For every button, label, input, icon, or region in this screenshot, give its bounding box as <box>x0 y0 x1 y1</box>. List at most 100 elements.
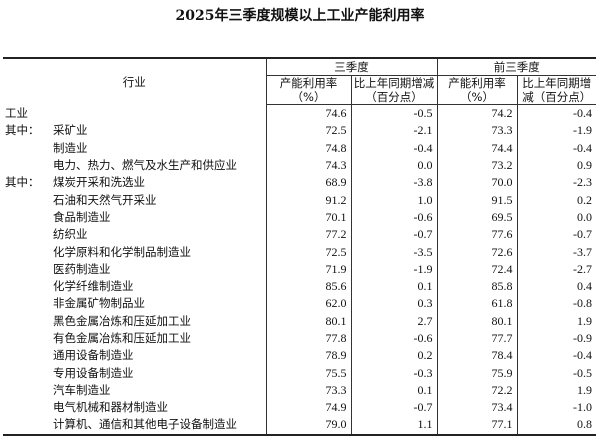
ytd-change-cell: 1.9 <box>577 382 592 397</box>
table-row: 专用设备制造业 75.5 -0.3 75.9 -0.5 <box>3 364 596 382</box>
ytd-rate-cell: 72.2 <box>437 381 518 400</box>
q3-change-cell: 0.1 <box>351 277 438 296</box>
q3-rate-cell: 74.6 <box>266 104 352 123</box>
table-row: 非金属矿物制品业 62.0 0.3 61.8 -0.8 <box>3 295 596 313</box>
row-label: 制造业 <box>53 140 88 155</box>
q3-change-cell: 0.2 <box>351 347 438 365</box>
q3-change-cell: -0.7 <box>351 399 438 417</box>
ytd-change-cell: 1.9 <box>577 313 592 328</box>
ytd-rate-cell: 73.2 <box>437 156 518 175</box>
ytd-rate-cell: 77.6 <box>437 226 518 244</box>
ytd-rate-cell: 85.8 <box>437 277 518 296</box>
row-label: 化学原料和化学制品制造业 <box>53 244 191 259</box>
table-row: 化学纤维制造业 85.6 0.1 85.8 0.4 <box>3 277 596 296</box>
ytd-change-cell: -1.0 <box>573 400 592 415</box>
industry-name: 工业 <box>3 104 267 123</box>
table-row: 其中： 采矿业 72.5 -2.1 73.3 -1.9 <box>3 122 596 140</box>
ytd-rate-cell: 91.5 <box>437 191 518 209</box>
table-row: 工业 74.6 -0.5 74.2 -0.4 <box>3 104 596 123</box>
capacity-utilization-table: 行业 三季度 前三季度 产能利用率（%） 比上年同期增减（百分点） 产能利用率（… <box>3 57 596 436</box>
ytd-rate-cell: 80.1 <box>437 312 518 330</box>
industry-name: 计算机、通信和其他电子设备制造业 <box>3 416 267 436</box>
table-row: 医药制造业 71.9 -1.9 72.4 -2.7 <box>3 260 596 278</box>
industry-name: 纺织业 <box>3 226 267 244</box>
q3-rate-cell: 73.3 <box>266 381 352 400</box>
industry-name: 化学纤维制造业 <box>3 277 267 296</box>
industry-name: 电气机械和器材制造业 <box>3 399 267 417</box>
ytd-rate-cell: 73.4 <box>437 399 518 417</box>
ytd-rate-cell: 61.8 <box>437 295 518 313</box>
industry-name: 食品制造业 <box>3 208 267 227</box>
table-row: 石油和天然气开采业 91.2 1.0 91.5 0.2 <box>3 191 596 209</box>
page-title: 2025年三季度规模以上工业产能利用率 <box>175 8 425 24</box>
row-label: 非金属矿物制品业 <box>53 296 145 311</box>
header-q3-rate: 产能利用率（%） <box>266 75 352 105</box>
q3-change-cell: 2.7 <box>351 312 438 330</box>
ytd-change-cell: -0.5 <box>573 365 592 380</box>
q3-change-cell: -0.6 <box>351 329 438 348</box>
row-prefix: 其中： <box>5 175 40 190</box>
industry-name: 专用设备制造业 <box>3 364 267 382</box>
table-row: 电气机械和器材制造业 74.9 -0.7 73.4 -1.0 <box>3 399 596 417</box>
ytd-rate-cell: 73.3 <box>437 122 518 140</box>
row-label: 煤炭开采和洗选业 <box>53 175 145 190</box>
ytd-rate-cell: 74.2 <box>437 104 518 123</box>
ytd-change-cell: -1.9 <box>573 123 592 138</box>
row-label: 食品制造业 <box>53 209 111 224</box>
header-ytd-rate: 产能利用率（%） <box>437 75 518 105</box>
row-label: 通用设备制造业 <box>53 348 134 363</box>
q3-rate-cell: 72.5 <box>266 243 352 261</box>
industry-name: 黑色金属冶炼和压延加工业 <box>3 312 267 330</box>
ytd-change-cell: 0.4 <box>577 279 592 294</box>
q3-change-cell: 1.0 <box>351 191 438 209</box>
industry-name: 电力、热力、燃气及水生产和供应业 <box>3 156 267 175</box>
header-q3: 三季度 <box>266 57 438 76</box>
ytd-rate-cell: 75.9 <box>437 364 518 382</box>
q3-rate-cell: 75.5 <box>266 364 352 382</box>
industry-name: 其中： 采矿业 <box>3 122 267 140</box>
row-label: 计算机、通信和其他电子设备制造业 <box>53 417 237 432</box>
q3-rate-cell: 80.1 <box>266 312 352 330</box>
q3-change-cell: -0.5 <box>351 104 438 123</box>
industry-name: 汽车制造业 <box>3 381 267 400</box>
q3-change-cell: 0.3 <box>351 295 438 313</box>
q3-rate-cell: 77.8 <box>266 329 352 348</box>
header-ytd-change: 比上年同期增减（百分点） <box>517 75 596 105</box>
ytd-change-cell: -0.4 <box>573 106 592 121</box>
table-row: 其中： 煤炭开采和洗选业 68.9 -3.8 70.0 -2.3 <box>3 174 596 192</box>
industry-name: 非金属矿物制品业 <box>3 295 267 313</box>
ytd-rate-cell: 74.4 <box>437 139 518 157</box>
table-row: 纺织业 77.2 -0.7 77.6 -0.7 <box>3 226 596 244</box>
industry-name: 制造业 <box>3 139 267 157</box>
row-label: 化学纤维制造业 <box>53 279 134 294</box>
ytd-change-cell: -0.7 <box>573 227 592 242</box>
ytd-change-cell: -0.8 <box>573 296 592 311</box>
header-q3-change: 比上年同期增减（百分点） <box>351 75 438 105</box>
ytd-change-cell: 0.9 <box>577 158 592 173</box>
ytd-change-cell: 0.8 <box>517 416 596 436</box>
q3-change-cell: -3.8 <box>351 174 438 192</box>
q3-change-cell: 1.1 <box>351 416 438 436</box>
q3-rate-cell: 74.3 <box>266 156 352 175</box>
row-label: 工业 <box>5 105 28 120</box>
q3-change-cell: -0.7 <box>351 226 438 244</box>
ytd-rate-cell: 72.6 <box>437 243 518 261</box>
row-label: 汽车制造业 <box>53 382 111 397</box>
industry-name: 其中： 煤炭开采和洗选业 <box>3 174 267 192</box>
ytd-rate-cell: 77.7 <box>437 329 518 348</box>
industry-name: 有色金属冶炼和压延加工业 <box>3 329 267 348</box>
q3-change-cell: 0.1 <box>351 381 438 400</box>
row-label: 石油和天然气开采业 <box>53 192 157 207</box>
table-row: 汽车制造业 73.3 0.1 72.2 1.9 <box>3 381 596 400</box>
q3-rate-cell: 78.9 <box>266 347 352 365</box>
row-label: 采矿业 <box>53 123 88 138</box>
table-row: 电力、热力、燃气及水生产和供应业 74.3 0.0 73.2 0.9 <box>3 156 596 175</box>
row-prefix: 其中： <box>5 123 40 138</box>
ytd-change-cell: -0.4 <box>573 348 592 363</box>
row-label: 电气机械和器材制造业 <box>53 400 168 415</box>
industry-name: 通用设备制造业 <box>3 347 267 365</box>
row-label: 黑色金属冶炼和压延加工业 <box>53 313 191 328</box>
q3-change-cell: -0.4 <box>351 139 438 157</box>
q3-change-cell: -0.3 <box>351 364 438 382</box>
q3-rate-cell: 72.5 <box>266 122 352 140</box>
